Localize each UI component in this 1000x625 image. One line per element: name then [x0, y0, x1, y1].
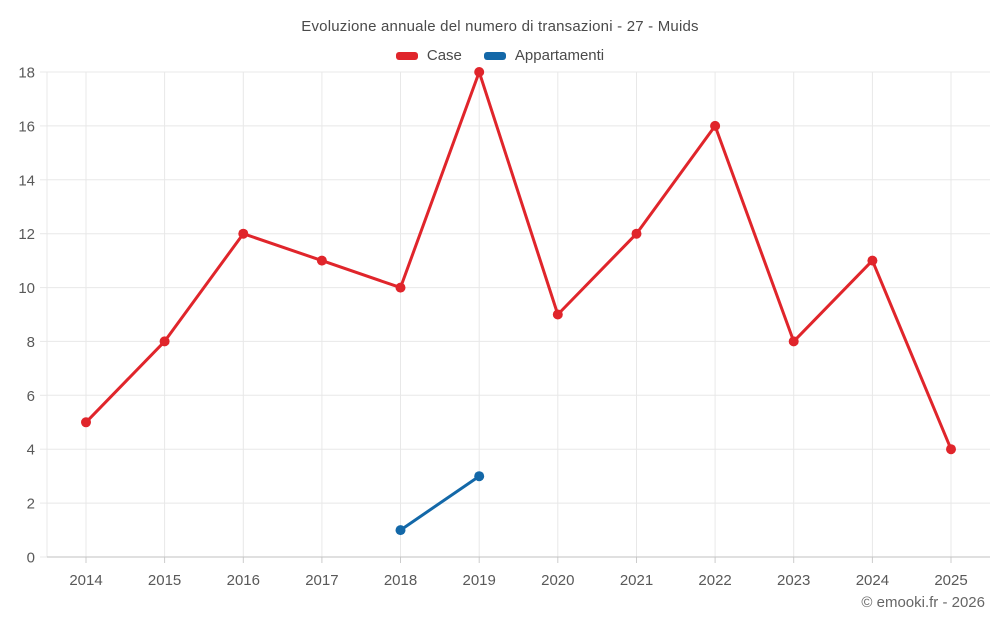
legend-swatch-appartamenti-icon: [483, 51, 506, 60]
legend-label-appartamenti: Appartamenti: [514, 47, 605, 64]
svg-text:2022: 2022: [698, 572, 731, 589]
svg-text:2014: 2014: [69, 572, 102, 589]
svg-text:10: 10: [18, 280, 35, 297]
svg-text:2020: 2020: [541, 572, 574, 589]
svg-text:2017: 2017: [305, 572, 338, 589]
svg-text:2018: 2018: [384, 572, 417, 589]
svg-text:8: 8: [27, 334, 35, 351]
legend-item-appartamenti[interactable]: Appartamenti: [483, 47, 605, 64]
svg-text:2019: 2019: [463, 572, 496, 589]
svg-text:4: 4: [27, 442, 35, 459]
svg-text:2025: 2025: [934, 572, 967, 589]
svg-text:2016: 2016: [227, 572, 260, 589]
legend-label-case: Case: [426, 47, 462, 64]
svg-text:2023: 2023: [777, 572, 810, 589]
legend-item-case[interactable]: Case: [395, 47, 462, 64]
legend-swatch-case-icon: [395, 51, 418, 60]
svg-text:2015: 2015: [148, 572, 181, 589]
svg-text:2021: 2021: [620, 572, 653, 589]
svg-text:6: 6: [27, 388, 35, 405]
svg-text:2: 2: [27, 496, 35, 513]
svg-text:18: 18: [18, 65, 35, 82]
svg-text:16: 16: [18, 118, 35, 135]
chart-title: Evoluzione annuale del numero di transaz…: [301, 18, 699, 35]
svg-text:2024: 2024: [856, 572, 889, 589]
attribution-text: © emooki.fr - 2026: [861, 594, 985, 611]
legend: Case Appartamenti: [0, 47, 1000, 64]
svg-text:0: 0: [27, 550, 35, 567]
svg-text:12: 12: [18, 226, 35, 243]
svg-text:14: 14: [18, 172, 35, 189]
